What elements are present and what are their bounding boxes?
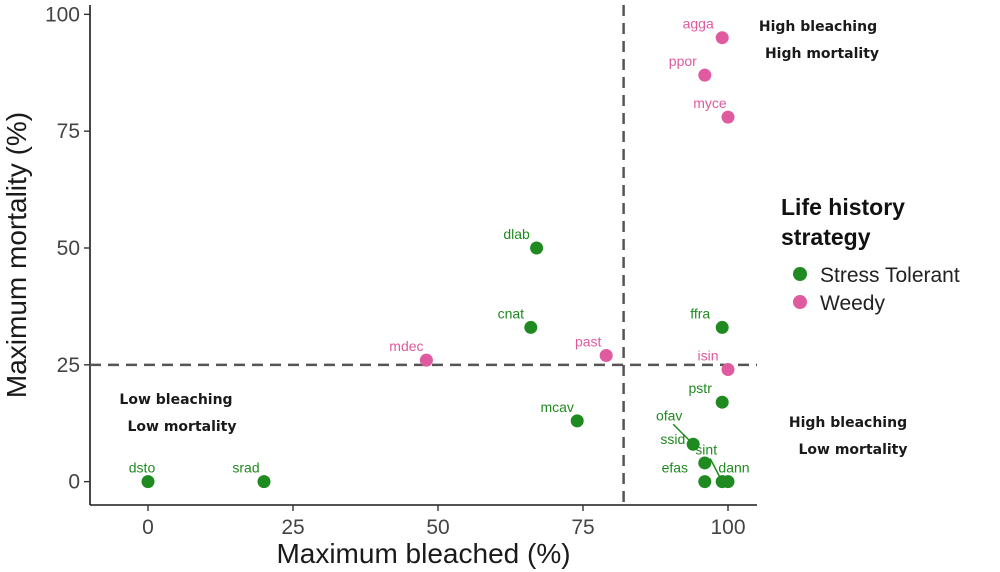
point-agga bbox=[715, 31, 729, 45]
legend-swatch-0 bbox=[793, 267, 807, 281]
point-label-dann: dann bbox=[718, 460, 749, 476]
point-label-myce: myce bbox=[693, 95, 727, 111]
quadrant-label-bottom-left: Low mortality bbox=[127, 419, 236, 435]
point-label-srad: srad bbox=[232, 460, 259, 476]
point-myce bbox=[721, 110, 735, 124]
point-label-pstr: pstr bbox=[689, 380, 713, 396]
point-label-agga: agga bbox=[683, 16, 714, 32]
legend-entry-label: Stress Tolerant bbox=[820, 264, 960, 287]
quadrant-label-top-right: High bleaching bbox=[759, 19, 877, 35]
y-axis-title: Maximum mortality (%) bbox=[1, 112, 32, 398]
quadrant-label-bottom-left: Low bleaching bbox=[119, 392, 232, 408]
point-label-ffra: ffra bbox=[690, 305, 710, 321]
point-dann bbox=[721, 475, 735, 489]
x-tick-label: 50 bbox=[426, 516, 449, 539]
point-ssid bbox=[698, 456, 712, 470]
y-tick-label: 25 bbox=[57, 354, 80, 377]
point-label-dsto: dsto bbox=[129, 460, 156, 476]
legend-title: Life history bbox=[781, 194, 905, 220]
quadrant-label-top-right: High mortality bbox=[765, 46, 879, 62]
quadrant-labels: High bleaching High mortality Low bleachin… bbox=[119, 19, 907, 458]
y-tick-label: 100 bbox=[45, 3, 80, 26]
point-label-efas: efas bbox=[662, 460, 688, 476]
quadrant-label-bottom-right: Low mortality bbox=[798, 442, 907, 458]
point-label-isin: isin bbox=[697, 347, 718, 363]
point-ffra bbox=[715, 320, 729, 334]
point-past bbox=[599, 348, 613, 362]
legend-swatch-1 bbox=[793, 295, 807, 309]
point-label-ssid: ssid bbox=[660, 431, 685, 447]
y-tick-label: 50 bbox=[57, 237, 80, 260]
point-label-mcav: mcav bbox=[540, 399, 573, 415]
point-srad bbox=[257, 475, 271, 489]
quadrant-label-bottom-right: High bleaching bbox=[789, 415, 907, 431]
y-tick-label: 75 bbox=[57, 120, 80, 143]
point-mdec bbox=[419, 353, 433, 367]
point-labels: dsto srad dlab cnat mcav ffra pstr ofav ssid sint… bbox=[129, 16, 750, 476]
point-label-past: past bbox=[575, 333, 602, 349]
point-ofav bbox=[686, 437, 700, 451]
point-mcav bbox=[570, 414, 584, 428]
x-tick-label: 100 bbox=[710, 516, 745, 539]
point-label-ofav: ofav bbox=[656, 407, 682, 423]
legend: Life history strategy Stress Tolerant Weedy bbox=[781, 194, 960, 315]
legend-entry-label: Weedy bbox=[820, 292, 885, 315]
axes: 0 25 50 75 100 0 25 50 75 100 Maximum bleached (%)… bbox=[1, 3, 757, 569]
point-label-mdec: mdec bbox=[389, 338, 423, 354]
x-tick-label: 25 bbox=[281, 516, 304, 539]
point-label-cnat: cnat bbox=[498, 305, 525, 321]
point-label-dlab: dlab bbox=[503, 226, 530, 242]
data-points bbox=[141, 31, 735, 489]
legend-title: strategy bbox=[781, 224, 871, 250]
y-tick-label: 0 bbox=[68, 471, 80, 494]
point-cnat bbox=[524, 320, 538, 334]
x-tick-label: 0 bbox=[142, 516, 154, 539]
point-ppor bbox=[698, 68, 712, 82]
point-isin bbox=[721, 362, 735, 376]
point-label-sint: sint bbox=[695, 442, 717, 458]
point-label-ppor: ppor bbox=[669, 53, 697, 69]
point-dlab bbox=[530, 241, 544, 255]
x-axis-title: Maximum bleached (%) bbox=[276, 538, 570, 569]
point-dsto bbox=[141, 475, 155, 489]
point-pstr bbox=[715, 395, 729, 409]
x-tick-label: 75 bbox=[571, 516, 594, 539]
point-efas bbox=[698, 475, 712, 489]
